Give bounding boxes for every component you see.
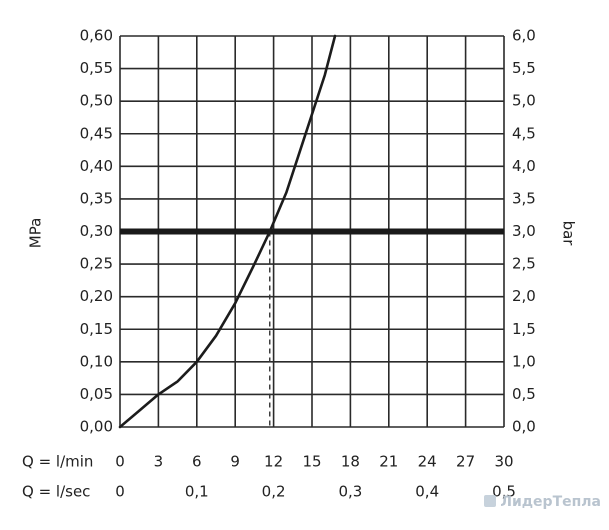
x-tick-label: 24 (418, 453, 437, 471)
x-axis-prefix: Q = l/sec (22, 483, 90, 501)
x-tick-label: 0,1 (185, 483, 209, 501)
x-tick-label: 6 (192, 453, 202, 471)
y-left-tick-label: 0,00 (80, 418, 113, 436)
y-right-tick-label: 5,0 (512, 92, 536, 110)
x-tick-label: 30 (494, 453, 513, 471)
y-right-tick-label: 6,0 (512, 27, 536, 45)
x-tick-label: 12 (264, 453, 283, 471)
y-right-tick-label: 0,5 (512, 385, 536, 403)
x-tick-label: 0,4 (415, 483, 439, 501)
y-left-tick-label: 0,05 (80, 385, 113, 403)
x-tick-label: 27 (456, 453, 475, 471)
y-left-tick-label: 0,50 (80, 92, 113, 110)
y-right-tick-label: 4,0 (512, 157, 536, 175)
y-right-tick-label: 1,5 (512, 320, 536, 338)
x-tick-label: 15 (302, 453, 321, 471)
x-tick-label: 9 (230, 453, 240, 471)
x-axis-prefix: Q = l/min (22, 453, 93, 471)
x-tick-label: 0,2 (262, 483, 286, 501)
y-left-tick-label: 0,30 (80, 222, 113, 240)
watermark: ЛидерТепла (484, 494, 601, 510)
x-tick-label: 18 (341, 453, 360, 471)
x-tick-label: 0 (115, 483, 125, 501)
y-right-tick-label: 5,5 (512, 59, 536, 77)
y-right-tick-label: 2,5 (512, 255, 536, 273)
y-right-tick-label: 0,0 (512, 418, 536, 436)
x-tick-label: 0,3 (338, 483, 362, 501)
y-left-tick-label: 0,60 (80, 27, 113, 45)
watermark-text: ЛидерТепла (500, 494, 601, 510)
tick-labels: 0,000,050,100,150,200,250,300,350,400,45… (22, 27, 536, 501)
y-right-tick-label: 3,0 (512, 222, 536, 240)
x-tick-label: 0,5 (492, 483, 516, 501)
pressure-curve (118, 34, 337, 429)
y-axis-label-right: bar (560, 221, 578, 247)
y-right-tick-label: 4,5 (512, 124, 536, 142)
y-right-tick-label: 3,5 (512, 189, 536, 207)
y-left-tick-label: 0,40 (80, 157, 113, 175)
x-tick-label: 3 (154, 453, 164, 471)
x-tick-label: 0 (115, 453, 125, 471)
y-left-tick-label: 0,25 (80, 255, 113, 273)
x-tick-label: 21 (379, 453, 398, 471)
watermark-icon (484, 495, 497, 507)
y-right-tick-label: 1,0 (512, 352, 536, 370)
y-left-tick-label: 0,45 (80, 124, 113, 142)
y-right-tick-label: 2,0 (512, 287, 536, 305)
y-left-tick-label: 0,20 (80, 287, 113, 305)
y-left-tick-label: 0,35 (80, 189, 113, 207)
y-left-tick-label: 0,15 (80, 320, 113, 338)
y-left-tick-label: 0,10 (80, 352, 113, 370)
y-axis-label-left: MPa (27, 218, 45, 249)
y-left-tick-label: 0,55 (80, 59, 113, 77)
